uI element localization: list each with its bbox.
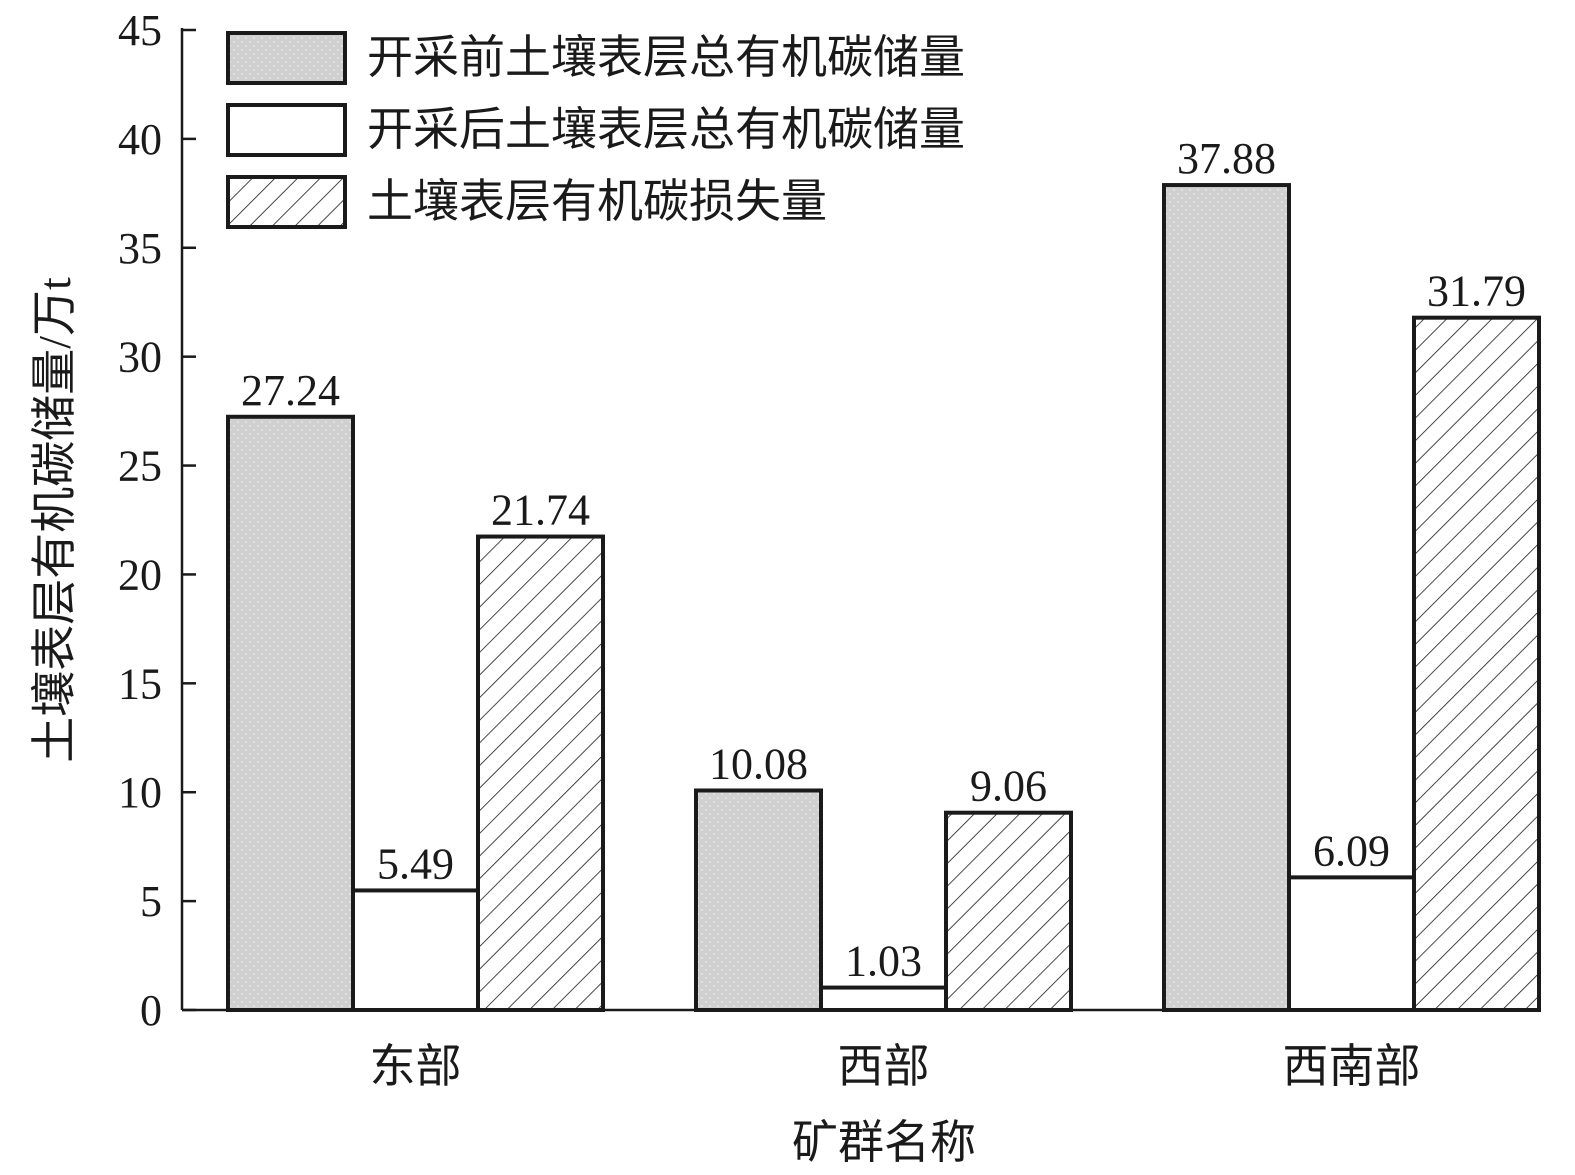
data-label-3-3: 31.79	[1427, 267, 1526, 316]
y-tick-label-40: 40	[118, 115, 162, 164]
bar-1-3	[1162, 183, 1291, 1012]
y-tick-label-30: 30	[118, 333, 162, 382]
axes-layer: 0 5 10 15 20 25 30 35 40 45 东部 西部 西南部	[118, 6, 1540, 1092]
data-label-1-1: 27.24	[241, 366, 340, 415]
x-axis-title: 矿群名称	[792, 1117, 976, 1168]
legend-swatch-2	[226, 103, 347, 157]
data-label-1-2: 10.08	[709, 739, 808, 788]
legend-label-3: 土壤表层有机碳损失量	[367, 176, 827, 227]
bar-2-2	[819, 985, 948, 1013]
bar-3-3	[1412, 315, 1541, 1012]
data-label-3-1: 21.74	[491, 486, 590, 535]
bar-3-1	[476, 534, 605, 1012]
x-category-label-3: 西南部	[1283, 1041, 1421, 1092]
data-label-3-2: 9.06	[970, 762, 1047, 811]
bar-2-3	[1287, 875, 1416, 1013]
bars-layer	[226, 183, 1541, 1013]
legend-label-2: 开采后土壤表层总有机碳储量	[367, 104, 965, 155]
bar-3-2	[944, 810, 1073, 1013]
y-tick-label-20: 20	[118, 550, 162, 599]
bar-2-1	[351, 888, 480, 1012]
y-tick-label-45: 45	[118, 6, 162, 55]
x-category-label-2: 西部	[838, 1041, 930, 1092]
y-tick-label-35: 35	[118, 224, 162, 273]
x-category-label-1: 东部	[370, 1041, 462, 1092]
data-labels-layer: 27.24 10.08 37.88 5.49 1.03 6.09 21.74 9.06 31.7…	[241, 134, 1526, 986]
legend-label-1: 开采前土壤表层总有机碳储量	[367, 32, 965, 83]
y-tick-label-5: 5	[140, 877, 162, 926]
data-label-2-1: 5.49	[377, 839, 454, 888]
data-label-1-3: 37.88	[1177, 134, 1276, 183]
y-tick-label-10: 10	[118, 768, 162, 817]
data-label-2-3: 6.09	[1313, 826, 1390, 875]
y-axis-title: 土壤表层有机碳储量/万t	[29, 277, 80, 763]
legend-swatch-1	[226, 31, 347, 85]
data-label-2-2: 1.03	[845, 937, 922, 986]
y-tick-label-25: 25	[118, 442, 162, 491]
bar-1-2	[694, 788, 823, 1012]
y-tick-label-15: 15	[118, 659, 162, 708]
y-tick-label-0: 0	[140, 986, 162, 1035]
bar-1-1	[226, 414, 355, 1013]
legend-swatch-3	[226, 175, 347, 229]
